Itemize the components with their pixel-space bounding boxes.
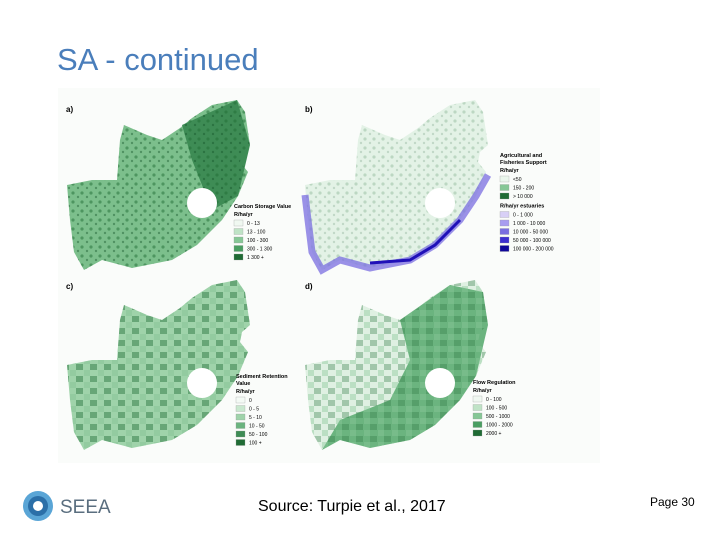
legend-item: 10 000 - 50 000 [513,230,548,236]
legend-item: 0 - 100 [486,397,502,403]
legend-swatch [472,412,483,420]
legend-title: Flow Regulation [473,380,516,386]
legend-swatch [472,421,483,428]
legend-swatch [235,396,246,404]
map-a [67,100,250,270]
legend-item: 1000 - 2000 [486,423,513,429]
page-number: Page 30 [650,495,695,509]
legend-item: 500 - 1000 [486,414,510,420]
legend-item: 2000 + [486,431,502,437]
legend-item: 0 - 1 000 [513,213,533,219]
map-c [67,280,250,450]
legend-swatch [235,422,246,429]
legend-item: 150 - 200 [513,186,534,192]
legend-swatch [499,245,510,252]
legend-swatch [235,439,246,446]
legend-swatch [499,175,510,183]
legend-item: 1 000 - 10 000 [513,221,545,227]
legend-swatch [233,245,244,252]
legend-swatch [472,395,483,403]
legend-unit: R/ha/yr [473,388,493,394]
legend-item: 300 - 1 300 [247,247,273,253]
legend-title: Sediment Retention Value [236,374,288,387]
legend-swatch [233,219,244,227]
legend-swatch [499,211,510,218]
legend-title: Agricultural and Fisheries Support [500,153,547,166]
legend-item: 100 - 300 [247,238,268,244]
legend-item: 0 [249,398,252,404]
legend-item: 100 + [249,441,262,447]
legend-swatch [233,228,244,235]
source-text: Source: Turpie et al., 2017 [258,498,446,515]
panel-label: b) [305,105,313,114]
legend-item: 1 300 + [247,255,264,261]
slide-title: SA - continued [57,42,259,77]
legend-unit: R/ha/yr [236,389,256,395]
legend-swatch [235,405,246,412]
logo-text: SEEA [60,497,111,518]
panel-label: d) [305,282,313,291]
legend-swatch [499,192,510,200]
legend-swatch [499,184,510,191]
panel-label: a) [66,105,73,114]
legend-swatch [235,430,246,438]
legend-unit: R/ha/yr [234,212,254,218]
legend-swatch [233,253,244,261]
legend-swatch [499,236,510,244]
map-d [305,280,488,450]
legend-unit: R/ha/yr estuaries [500,204,544,210]
legend-swatch [499,228,510,235]
panel-label: c) [66,282,73,291]
legend-item: 0 - 5 [249,407,259,413]
legend-swatch [472,404,483,411]
logo-icon [23,491,53,521]
legend-item: 13 - 100 [247,230,266,236]
legend-item: 0 - 13 [247,221,260,227]
legend-title: Carbon Storage Value [234,204,291,210]
legend-item: 50 000 - 100 000 [513,238,551,244]
map-b [301,100,492,275]
legend-swatch [233,236,244,244]
legend-swatch [499,219,510,227]
legend-unit: R/ha/yr [500,168,520,174]
legend-item: 100 000 - 200 000 [513,247,554,253]
legend-item: 50 - 100 [249,432,268,438]
legend-item: 10 - 50 [249,424,265,430]
legend-swatch [235,413,246,421]
legend-item: 5 - 10 [249,415,262,421]
legend-item: > 10 000 [513,194,533,200]
legend-item: 100 - 500 [486,406,507,412]
legend-swatch [472,429,483,437]
legend-item: <50 [513,177,522,183]
